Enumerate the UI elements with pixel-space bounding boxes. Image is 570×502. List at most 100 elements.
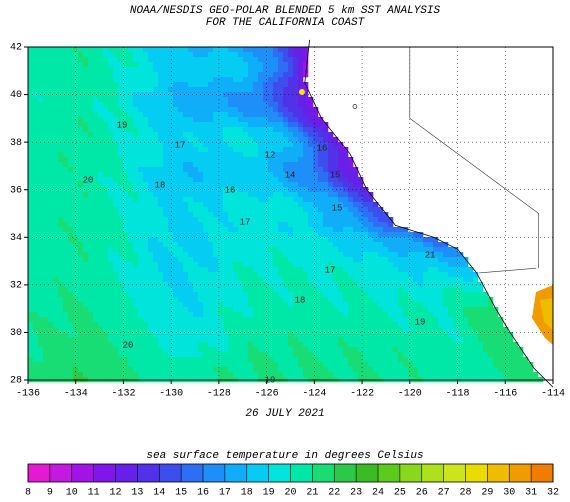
sst-cell [273, 222, 279, 228]
sst-cell [158, 202, 164, 208]
sst-cell [153, 282, 159, 288]
sst-cell [83, 122, 89, 128]
sst-cell [78, 67, 84, 73]
sst-cell [163, 207, 169, 213]
sst-cell [323, 282, 329, 288]
sst-cell [158, 47, 164, 53]
sst-cell [78, 57, 84, 63]
sst-cell [258, 347, 264, 353]
sst-cell [178, 217, 184, 223]
sst-cell [108, 202, 114, 208]
sst-cell [388, 257, 394, 263]
sst-cell [163, 162, 169, 168]
sst-cell [443, 337, 449, 343]
sst-cell [183, 107, 189, 113]
sst-cell [128, 182, 134, 188]
sst-cell [73, 332, 79, 338]
sst-cell [233, 122, 239, 128]
sst-cell [73, 102, 79, 108]
sst-cell [393, 347, 399, 353]
sst-cell [28, 97, 34, 103]
sst-cell [408, 312, 414, 318]
sst-cell [268, 342, 274, 348]
sst-cell [268, 332, 274, 338]
sst-cell [333, 287, 339, 293]
sst-cell [423, 237, 429, 243]
sst-cell [233, 257, 239, 263]
sst-cell [213, 197, 219, 203]
sst-cell [363, 322, 369, 328]
sst-cell [58, 82, 64, 88]
sst-cell [173, 327, 179, 333]
sst-cell [203, 322, 209, 328]
sst-cell [348, 212, 354, 218]
sst-cell [348, 177, 354, 183]
sst-cell [433, 307, 439, 313]
sst-cell [33, 362, 39, 368]
sst-cell [483, 352, 489, 358]
sst-cell [218, 307, 224, 313]
sst-cell [373, 232, 379, 238]
sst-cell [58, 217, 64, 223]
sst-cell [278, 127, 284, 133]
sst-cell [203, 287, 209, 293]
sst-cell [128, 202, 134, 208]
sst-cell [223, 47, 229, 53]
sst-cell [298, 157, 304, 163]
sst-cell [228, 212, 234, 218]
sst-cell [178, 287, 184, 293]
sst-cell [93, 57, 99, 63]
sst-cell [28, 77, 34, 83]
sst-cell [273, 297, 279, 303]
sst-cell [198, 367, 204, 373]
sst-cell [173, 367, 179, 373]
sst-cell [228, 227, 234, 233]
sst-cell [173, 87, 179, 93]
sst-cell [418, 297, 424, 303]
sst-cell [268, 372, 274, 378]
sst-cell [283, 267, 289, 273]
sst-cell [143, 327, 149, 333]
sst-cell [98, 167, 104, 173]
sst-cell [88, 77, 94, 83]
sst-cell [98, 247, 104, 253]
sst-cell [48, 362, 54, 368]
sst-cell [183, 322, 189, 328]
sst-cell [348, 292, 354, 298]
sst-cell [108, 332, 114, 338]
sst-cell [38, 232, 44, 238]
sst-cell [198, 77, 204, 83]
sst-cell [168, 277, 174, 283]
sst-cell [228, 122, 234, 128]
sst-cell [193, 357, 199, 363]
sst-cell [463, 357, 469, 363]
sst-cell [223, 312, 229, 318]
sst-cell [63, 132, 69, 138]
sst-cell [393, 337, 399, 343]
sst-cell [343, 297, 349, 303]
sst-cell [323, 307, 329, 313]
sst-cell [58, 287, 64, 293]
sst-cell [238, 57, 244, 63]
sst-cell [343, 317, 349, 323]
sst-cell [63, 277, 69, 283]
sst-cell [343, 347, 349, 353]
sst-cell [158, 272, 164, 278]
sst-cell [153, 342, 159, 348]
sst-cell [493, 367, 499, 373]
sst-cell [368, 257, 374, 263]
sst-cell [428, 322, 434, 328]
sst-cell [68, 122, 74, 128]
sst-cell [218, 132, 224, 138]
sst-cell [388, 307, 394, 313]
sst-cell [303, 182, 309, 188]
sst-cell [53, 202, 59, 208]
sst-cell [393, 267, 399, 273]
sst-cell [383, 347, 389, 353]
sst-cell [113, 162, 119, 168]
sst-cell [268, 87, 274, 93]
sst-cell [128, 47, 134, 53]
sst-cell [313, 197, 319, 203]
sst-cell [243, 102, 249, 108]
sst-cell [163, 132, 169, 138]
